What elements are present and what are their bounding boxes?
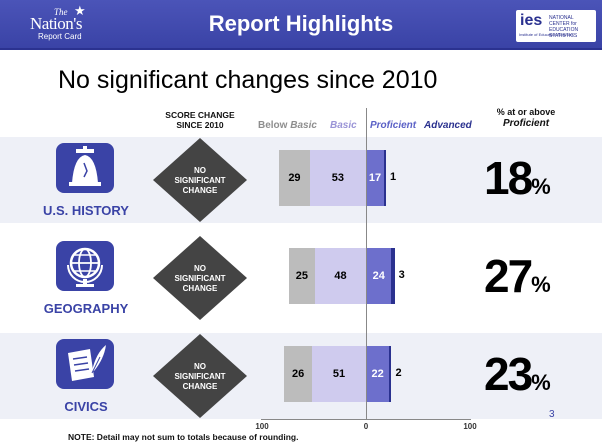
page-title: Report Highlights — [208, 11, 394, 36]
legend-proficient: Proficient — [370, 120, 417, 131]
bar-advanced — [391, 248, 395, 304]
percent-header: % at or above Proficient — [476, 107, 576, 129]
headline: No significant changes since 2010 — [58, 66, 438, 94]
header-bar: The ★ Nation's Report Card Report Highli… — [0, 0, 602, 50]
bar-below-basic: 25 — [288, 248, 316, 304]
ies-logo-text: ies — [520, 12, 543, 29]
legend-basic: Basic — [330, 120, 357, 131]
percent-sign: % — [531, 370, 551, 395]
legend-below-basic-prefix: Below — [258, 120, 291, 131]
bar-below-basic: 29 — [279, 150, 310, 206]
star-icon: ★ — [74, 3, 86, 18]
nces-logo-text: NATIONAL CENTER for EDUCATION STATISTICS — [549, 15, 579, 39]
score-change-diamond: NO SIGNIFICANT CHANGE — [152, 137, 248, 223]
category-label: GEOGRAPHY — [43, 301, 129, 316]
subject-row: GEOGRAPHY NO SIGNIFICANT CHANGE 48 25 24 3 27% — [0, 235, 602, 321]
footnote: NOTE: Detail may not sum to totals becau… — [68, 432, 299, 442]
advanced-value-label: 2 — [395, 367, 402, 379]
liberty-bell-icon — [56, 143, 114, 193]
slide-number: 3 — [549, 409, 555, 420]
advanced-value-label: 1 — [390, 171, 397, 183]
bar-basic: 53 — [309, 150, 366, 206]
logo-the: The — [54, 7, 68, 17]
bar-advanced — [389, 346, 392, 402]
document-quill-icon — [56, 339, 114, 389]
nations-report-card-logo: The ★ Nation's Report Card — [4, 3, 114, 46]
score-change-label: NO SIGNIFICANT CHANGE — [174, 362, 226, 391]
score-change-diamond: NO SIGNIFICANT CHANGE — [152, 333, 248, 419]
percent-value: 23 — [484, 348, 533, 400]
percent-at-or-above-proficient: 18% — [484, 151, 584, 205]
subject-row: CIVICS NO SIGNIFICANT CHANGE 51 26 22 2 23% — [0, 333, 602, 419]
percent-value: 27 — [484, 250, 533, 302]
x-tick-label: 0 — [363, 422, 369, 431]
bar-basic: 51 — [311, 346, 366, 402]
x-tick-label: 100 — [255, 422, 269, 431]
x-axis — [261, 419, 471, 420]
ies-logo: ies NATIONAL CENTER for EDUCATION STATIS… — [516, 10, 596, 42]
bar-basic: 48 — [315, 248, 366, 304]
score-change-label: NO SIGNIFICANT CHANGE — [174, 166, 226, 195]
percent-sign: % — [531, 272, 551, 297]
percent-at-or-above-proficient: 27% — [484, 249, 584, 303]
x-tick-label: 100 — [463, 422, 477, 431]
score-change-header: SCORE CHANGE SINCE 2010 — [165, 110, 235, 130]
percent-sign: % — [531, 174, 551, 199]
percent-header-line1: % at or above — [496, 107, 556, 117]
zero-line — [366, 108, 367, 420]
subject-row: U.S. HISTORY NO SIGNIFICANT CHANGE 53 29 17 1 18… — [0, 137, 602, 223]
score-change-diamond: NO SIGNIFICANT CHANGE — [152, 235, 248, 321]
globe-icon — [56, 241, 114, 291]
score-change-label: NO SIGNIFICANT CHANGE — [174, 264, 226, 293]
advanced-value-label: 3 — [398, 269, 405, 281]
bar-below-basic: 26 — [284, 346, 312, 402]
category-label: CIVICS — [64, 399, 108, 414]
legend-below-basic-em: Basic — [290, 120, 317, 131]
bar-proficient: 17 — [366, 150, 385, 206]
logo-report-card: Report Card — [38, 32, 82, 41]
logo-nations: Nation's — [30, 14, 82, 33]
category-label: U.S. HISTORY — [43, 203, 129, 218]
percent-at-or-above-proficient: 23% — [484, 347, 584, 401]
legend-below-basic: Below Basic — [258, 120, 317, 131]
legend-advanced: Advanced — [424, 120, 472, 131]
percent-value: 18 — [484, 152, 533, 204]
bar-proficient: 24 — [366, 248, 392, 304]
bar-proficient: 22 — [366, 346, 390, 402]
percent-header-line2: Proficient — [502, 118, 550, 129]
bar-advanced — [384, 150, 387, 206]
ies-logo-subtext: Institute of Education Sciences — [519, 32, 574, 37]
